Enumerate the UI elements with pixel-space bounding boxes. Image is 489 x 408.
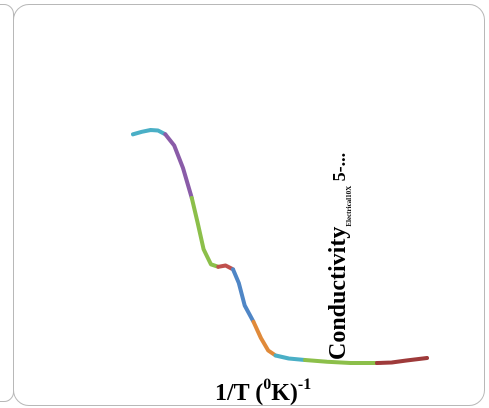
- series-0-segment-8: [375, 356, 429, 365]
- series-0-segment-0: [131, 128, 168, 137]
- chart-panel-frame: [13, 4, 485, 406]
- series-0-segment-7: [303, 358, 379, 365]
- x-axis-label-unit: K): [271, 380, 298, 406]
- y-axis-label-text: Conductivity: [325, 227, 351, 360]
- series-0-segment-6: [273, 353, 307, 362]
- x-axis-label: 1/T (0K)-1: [215, 376, 311, 406]
- y-axis-label-tail: 5-...: [329, 153, 349, 186]
- x-axis-label-text: 1/T (: [215, 380, 263, 406]
- series-0-segment-4: [231, 267, 256, 324]
- x-axis-label-superscript-minus-one: -1: [298, 376, 311, 393]
- series-0-segment-5: [251, 319, 278, 358]
- series-0-segment-2: [189, 196, 221, 269]
- x-axis-label-superscript-zero: 0: [263, 376, 271, 393]
- series-0-segment-3: [216, 263, 235, 272]
- series-0-segment-1: [163, 132, 194, 200]
- plot-lines: [131, 128, 429, 365]
- y-axis-label: ConductivityElectrical10X 5-...: [325, 153, 353, 360]
- y-axis-label-subscript: Electrical10X: [345, 186, 353, 227]
